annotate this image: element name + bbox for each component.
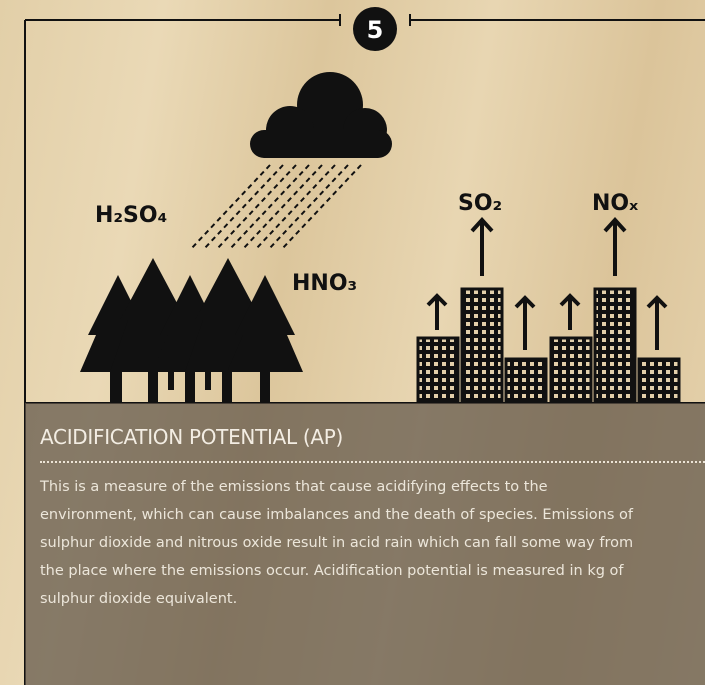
body-line: sulphur dioxide and nitrous oxide result… <box>40 529 633 557</box>
body-line: environment, which can cause imbalances … <box>40 501 633 529</box>
cloud <box>250 72 392 158</box>
chem-label: SO₂ <box>458 191 502 216</box>
step-number: 5 <box>367 16 384 44</box>
rain <box>190 165 361 250</box>
chem-label: HNO₃ <box>292 271 357 296</box>
divider <box>40 461 705 463</box>
chem-label: NOₓ <box>592 191 638 216</box>
body-line: This is a measure of the emissions that … <box>40 473 633 501</box>
infographic: 5 H₂SO₄ HNO₃ SO₂ NOₓ ACIDIFICATION <box>0 0 705 685</box>
panel-body: This is a measure of the emissions that … <box>40 473 633 613</box>
panel-title: ACIDIFICATION POTENTIAL (AP) <box>40 425 343 449</box>
info-panel: ACIDIFICATION POTENTIAL (AP) This is a m… <box>25 403 705 685</box>
buildings <box>418 289 679 402</box>
body-line: sulphur dioxide equivalent. <box>40 585 633 613</box>
chem-label: H₂SO₄ <box>95 203 167 228</box>
trees <box>80 258 303 403</box>
body-line: the place where the emissions occur. Aci… <box>40 557 633 585</box>
